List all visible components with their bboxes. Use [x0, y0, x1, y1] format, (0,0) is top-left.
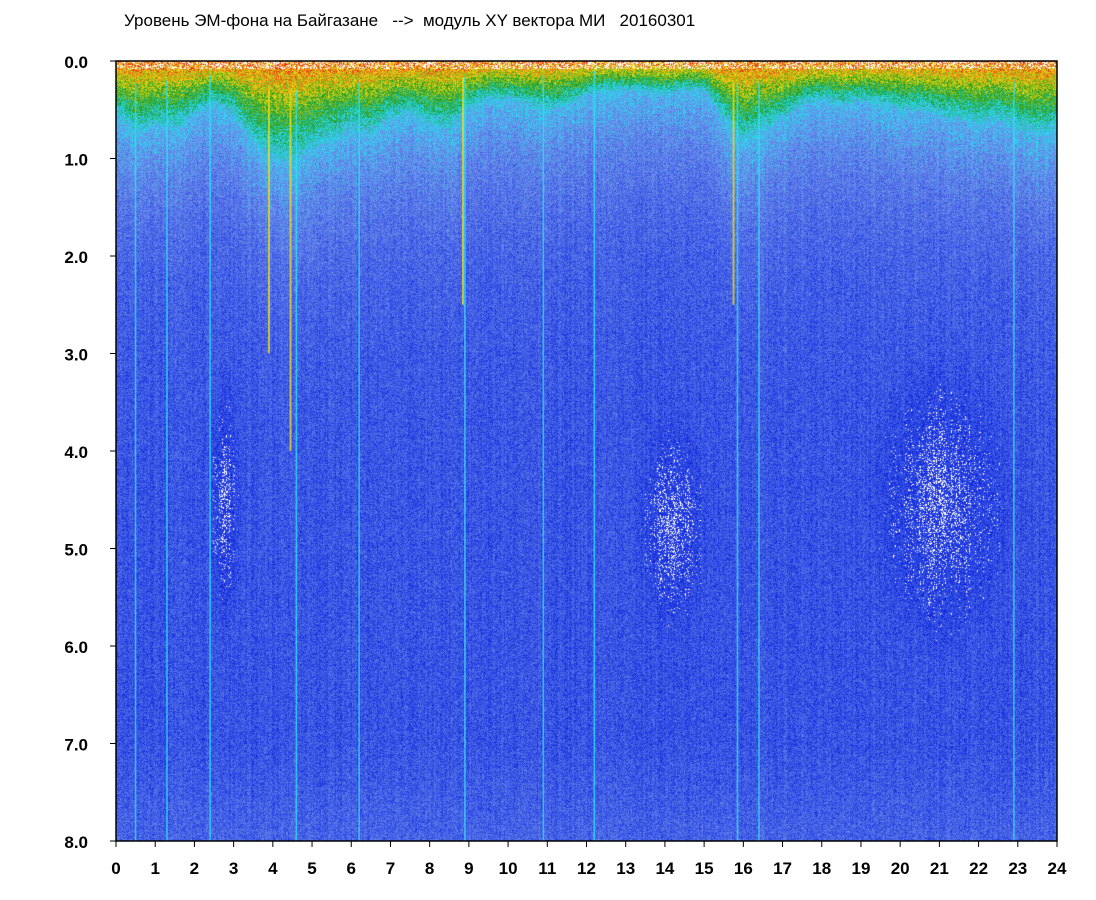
x-tick-label: 9: [464, 859, 473, 878]
x-tick-label: 20: [891, 859, 910, 878]
x-tick-label: 21: [930, 859, 949, 878]
y-tick-label: 1.0: [64, 151, 88, 170]
y-tick-label: 2.0: [64, 248, 88, 267]
x-tick-label: 2: [190, 859, 199, 878]
x-tick-label: 12: [577, 859, 596, 878]
y-tick-label: 3.0: [64, 346, 88, 365]
y-tick-label: 0.0: [64, 53, 88, 72]
x-tick-label: 14: [655, 859, 674, 878]
x-tick-label: 16: [734, 859, 753, 878]
y-tick-label: 8.0: [64, 833, 88, 852]
x-tick-label: 7: [386, 859, 395, 878]
x-tick-label: 18: [812, 859, 831, 878]
x-tick-label: 3: [229, 859, 238, 878]
x-tick-label: 10: [499, 859, 518, 878]
x-tick-label: 0: [111, 859, 120, 878]
x-tick-label: 1: [150, 859, 159, 878]
x-tick-label: 23: [1008, 859, 1027, 878]
x-tick-label: 4: [268, 859, 278, 878]
x-tick-label: 22: [969, 859, 988, 878]
x-tick-label: 11: [538, 859, 556, 878]
x-tick-label: 17: [773, 859, 792, 878]
x-tick-label: 24: [1048, 859, 1067, 878]
y-tick-label: 6.0: [64, 638, 88, 657]
chart-title: Уровень ЭМ-фона на Байгазане --> модуль …: [124, 11, 696, 30]
y-tick-label: 7.0: [64, 736, 88, 755]
x-tick-label: 19: [851, 859, 870, 878]
x-tick-label: 6: [347, 859, 356, 878]
x-axis: 0 1 2 3 4 5 6 7 8 9 10 11 12 13 14 15 16 17 18 19 20 21 22 23 24: [111, 841, 1067, 878]
x-tick-label: 15: [695, 859, 714, 878]
y-tick-label: 4.0: [64, 443, 88, 462]
x-tick-label: 13: [616, 859, 635, 878]
y-axis: 0.0 1.0 2.0 3.0 4.0 5.0 6.0 7.0 8.0: [64, 53, 116, 852]
x-tick-label: 8: [425, 859, 434, 878]
y-tick-label: 5.0: [64, 541, 88, 560]
heatmap-plot-area: [116, 61, 1057, 841]
x-tick-label: 5: [307, 859, 316, 878]
vertical-streaks: [134, 70, 1015, 841]
